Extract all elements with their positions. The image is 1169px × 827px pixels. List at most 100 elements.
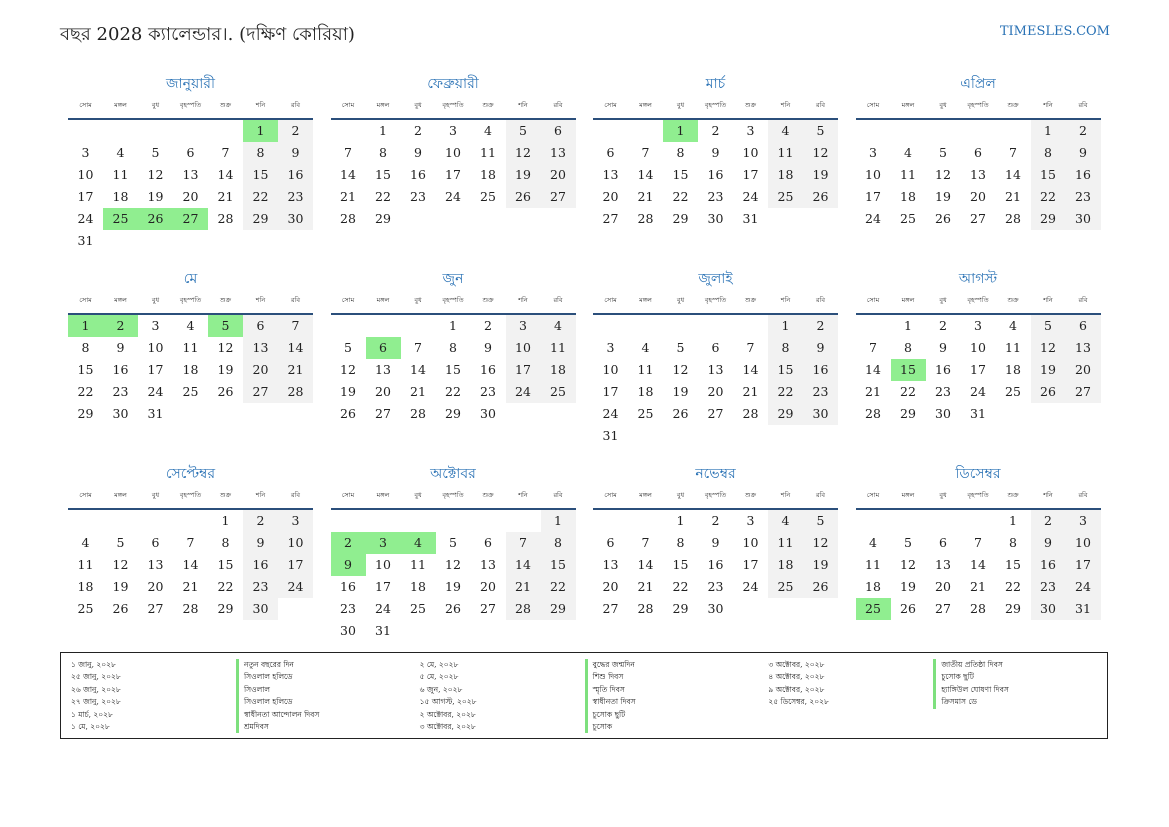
day-cell: 11 <box>77 557 94 572</box>
empty-cell <box>436 208 471 230</box>
day-cell: 7 <box>344 145 352 160</box>
weekday-label: রবি <box>1078 491 1088 499</box>
weekday-label: শুক্র <box>744 296 757 304</box>
day-cell: 18 <box>540 359 576 381</box>
day-cell: 27 <box>707 406 724 421</box>
day-cell: 16 <box>410 167 426 182</box>
day-cell: 14 <box>742 362 759 377</box>
day-cell: 14 <box>637 557 654 572</box>
weekday-label: শনি <box>780 491 791 499</box>
day-cell: 6 <box>711 340 720 355</box>
day-cell: 25 <box>1005 384 1021 399</box>
day-cell: 6 <box>540 120 576 142</box>
weekday-label: সোম <box>866 491 880 499</box>
day-cell: 24 <box>375 601 391 616</box>
day-cell: 31 <box>1065 598 1101 620</box>
day-cell: 5 <box>803 510 838 532</box>
day-cell: 23 <box>803 381 838 403</box>
day-cell: 2 <box>278 120 313 142</box>
day-cell: 21 <box>217 189 234 204</box>
day-cell: 13 <box>540 142 576 164</box>
day-cell: 22 <box>375 189 391 204</box>
empty-cell <box>803 425 838 447</box>
day-cell: 23 <box>1065 186 1101 208</box>
day-cell: 26 <box>340 406 356 421</box>
day-cell: 18 <box>768 164 803 186</box>
month-calendar: এপ্রিল সোম মঙ্গল বুধ বৃহস্পতি শুক্র শনি রবি 1 2 3 4… <box>855 74 1101 269</box>
day-cell: 15 <box>445 362 461 377</box>
month-name: জুন <box>442 271 464 287</box>
weekday-label: সোম <box>341 101 355 109</box>
day-cell: 25 <box>103 208 138 230</box>
weekday-label: রবি <box>290 491 301 499</box>
day-cell: 11 <box>865 557 881 572</box>
day-cell: 19 <box>340 384 356 399</box>
day-cell: 27 <box>935 601 951 616</box>
day-cell: 27 <box>602 601 619 616</box>
day-cell: 3 <box>606 340 615 355</box>
day-cell: 14 <box>970 557 986 572</box>
day-cell: 26 <box>935 211 951 226</box>
holiday-name: নতুন বছরের দিন <box>236 659 410 672</box>
day-cell: 4 <box>869 535 877 550</box>
day-cell: 26 <box>803 576 838 598</box>
day-cell: 9 <box>711 535 720 550</box>
weekday-label: মঙ্গল <box>639 101 652 109</box>
day-cell: 15 <box>375 167 391 182</box>
day-grid: 1 2 3 4 5 6 7 8 9 10 11 12 13 14 15 16 17 18 19 20 21 22 23 24 2… <box>68 510 313 620</box>
day-cell: 10 <box>1065 532 1101 554</box>
day-cell: 6 <box>606 535 615 550</box>
empty-cell <box>733 315 768 337</box>
day-cell: 14 <box>1005 167 1021 182</box>
day-cell: 21 <box>970 579 986 594</box>
weekday-header: সোম মঙ্গল বুধ বৃহস্পতি শুক্র শনি রবি <box>68 293 313 315</box>
day-cell: 28 <box>217 211 234 226</box>
legend-row: ৩ অক্টোবর, ২০২৮ চুসোক <box>420 720 759 734</box>
empty-cell <box>138 120 173 142</box>
holiday-name: শ্রমদিবস <box>236 720 410 734</box>
day-cell: 23 <box>1030 576 1066 598</box>
weekday-label: শুক্র <box>219 491 232 499</box>
day-cell: 31 <box>602 428 619 443</box>
site-name[interactable]: TIMESLES.COM <box>999 24 1110 39</box>
day-cell: 10 <box>602 362 619 377</box>
weekday-label: শুক্র <box>482 296 494 304</box>
weekday-label: মঙ্গল <box>114 296 127 304</box>
weekday-header: সোম মঙ্গল বুধ বৃহস্পতি শুক্র শনি রবি <box>855 98 1101 120</box>
empty-cell <box>996 120 1031 142</box>
legend-row: ২ অক্টোবর, ২০২৮ চুসোক ছুটি <box>420 708 759 721</box>
day-cell: 7 <box>505 532 541 554</box>
holiday-name: বুদ্ধের জন্মদিন <box>584 659 759 672</box>
empty-cell <box>243 230 278 252</box>
day-cell: 11 <box>637 362 654 377</box>
day-cell: 19 <box>445 579 461 594</box>
day-cell: 8 <box>676 535 685 550</box>
holiday-name: সিওলাল হলিডে <box>236 671 410 684</box>
empty-cell <box>768 598 803 620</box>
day-cell: 3 <box>278 510 313 532</box>
day-cell: 2 <box>1030 510 1066 532</box>
empty-cell <box>961 120 996 142</box>
weekday-label: বৃহস্পতি <box>967 101 989 109</box>
day-cell: 14 <box>505 554 541 576</box>
holiday-name: স্মৃতি দিবস <box>584 683 759 697</box>
day-cell: 31 <box>970 406 986 421</box>
empty-cell <box>593 510 628 532</box>
day-cell: 19 <box>147 189 164 204</box>
day-cell: 7 <box>1009 145 1017 160</box>
empty-cell <box>593 315 628 337</box>
day-cell: 13 <box>243 337 278 359</box>
empty-cell <box>1066 403 1101 425</box>
weekday-label: বুধ <box>151 296 160 304</box>
month-calendar: মে সোম মঙ্গল বুধ বৃহস্পতি শুক্র শনি রবি 1 2 3 4 5 6 7 8… <box>68 269 313 464</box>
day-cell: 13 <box>375 362 391 377</box>
weekday-label: রবি <box>553 101 563 109</box>
day-cell: 18 <box>182 362 199 377</box>
day-cell: 7 <box>186 535 195 550</box>
day-cell: 24 <box>505 381 541 403</box>
empty-cell <box>401 315 436 337</box>
day-cell: 2 <box>243 510 278 532</box>
day-cell: 28 <box>637 211 654 226</box>
empty-cell <box>436 510 471 532</box>
day-cell: 29 <box>375 211 391 226</box>
